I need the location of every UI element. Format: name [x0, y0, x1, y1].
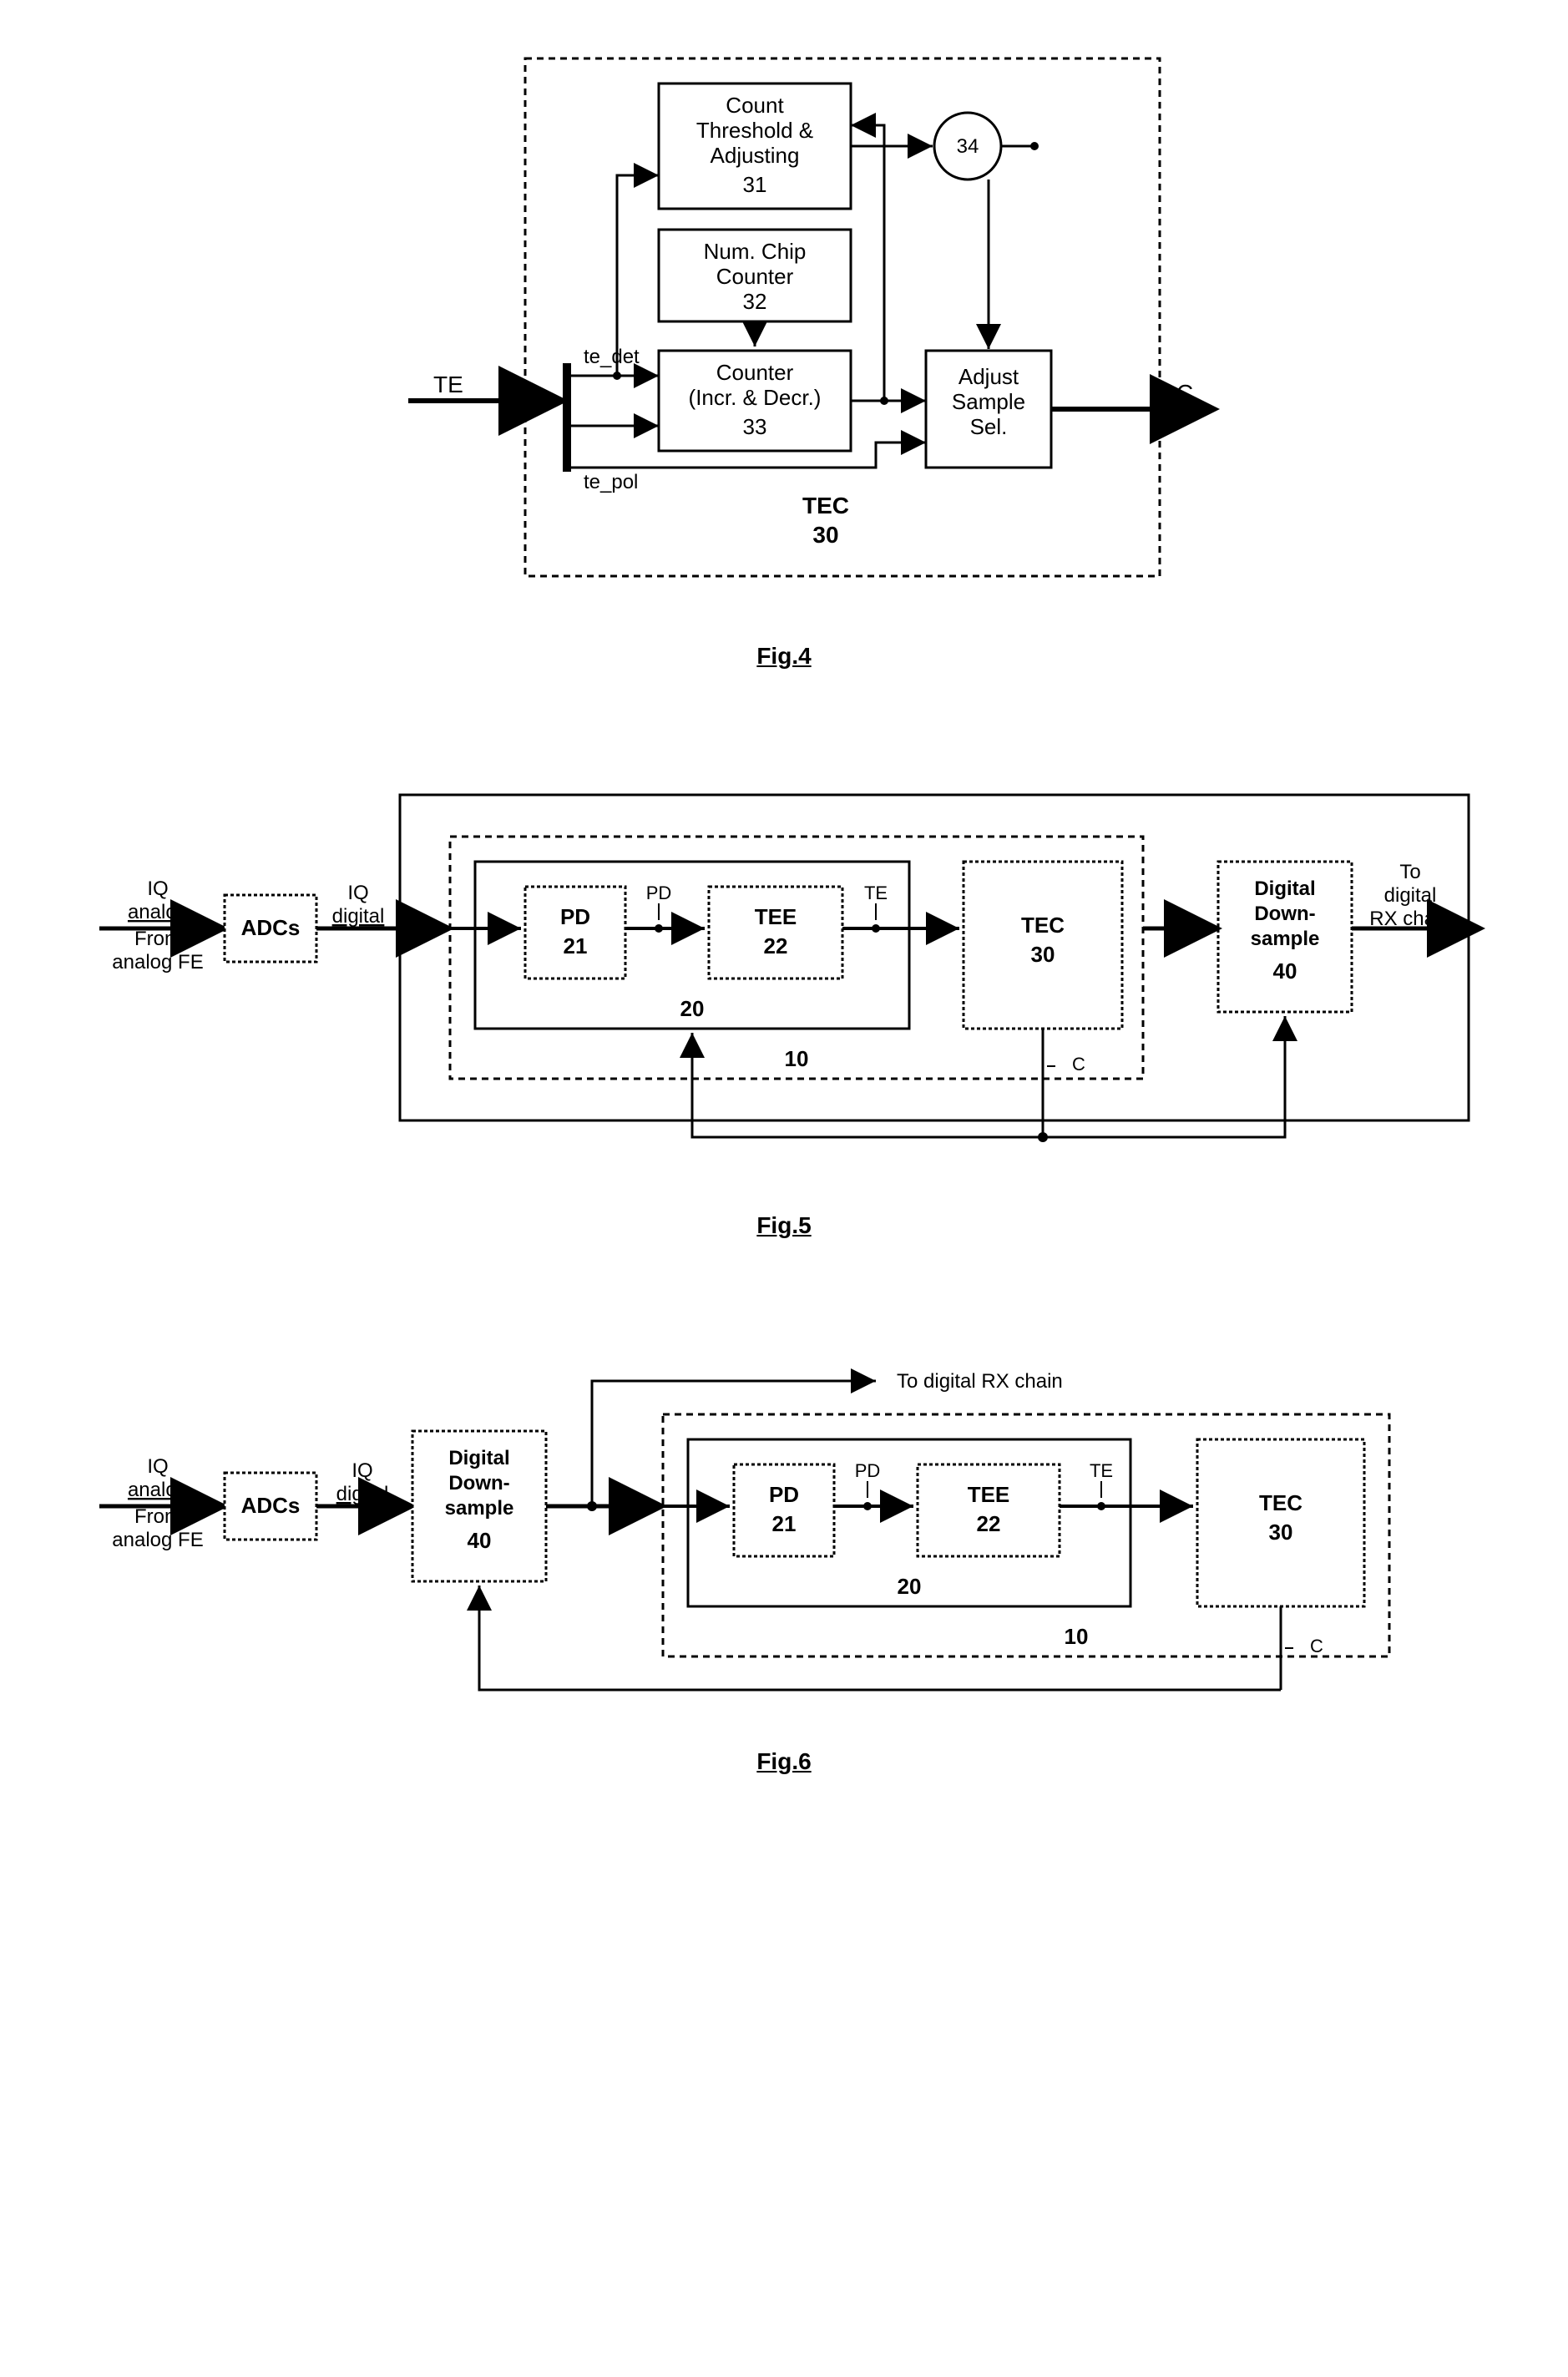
fig5-in-l4: analog FE	[112, 951, 203, 974]
fig6-mid-l1: IQ	[352, 1459, 372, 1482]
fig5-pd-num: 21	[564, 933, 588, 958]
fig5-pd-box	[525, 887, 625, 979]
fig5-out-l3: RX chain	[1369, 908, 1450, 930]
fig5-adcs-label: ADCs	[241, 915, 301, 940]
fig5-out-l1: To	[1399, 861, 1420, 883]
fig6-dds-l3: sample	[445, 1497, 514, 1520]
fig5-te-sig: TE	[864, 883, 888, 903]
fig5-dds-num: 40	[1273, 958, 1297, 984]
fig5-out-l2: digital	[1384, 884, 1437, 907]
fig4-caption: Fig.4	[33, 643, 1535, 670]
fig6-dds-num: 40	[468, 1528, 492, 1553]
box-adj-l3: Sel.	[970, 414, 1008, 439]
fig6-in-l2: analog	[128, 1479, 188, 1501]
box31-line2: Threshold &	[696, 118, 813, 143]
fig6-in-l3: From	[134, 1505, 181, 1528]
box-adj-l1: Adjust	[959, 364, 1019, 389]
fig5-c-sig: C	[1072, 1054, 1085, 1075]
te-label: TE	[433, 372, 463, 397]
fig6-caption: Fig.6	[33, 1748, 1535, 1775]
fig5-num10: 10	[785, 1046, 809, 1071]
fig6-in-l4: analog FE	[112, 1529, 203, 1551]
fig6-tee-num: 22	[977, 1511, 1001, 1536]
te-bus	[563, 363, 571, 472]
fig6-num10: 10	[1065, 1624, 1089, 1649]
fig5-caption: Fig.5	[33, 1212, 1535, 1239]
fig5-pd-sig: PD	[646, 883, 672, 903]
box31-line1: Count	[726, 93, 784, 118]
box32-line1: Num. Chip	[704, 239, 807, 264]
fig5-in-l3: From	[134, 928, 181, 950]
fig5-tec-num: 30	[1031, 942, 1055, 967]
fig6-dds-l1: Digital	[448, 1447, 509, 1469]
fig5-dds-l3: sample	[1251, 928, 1320, 950]
fig6-pd-num: 21	[772, 1511, 797, 1536]
box-adj-l2: Sample	[952, 389, 1025, 414]
box32-line2: Counter	[716, 264, 794, 289]
circle34-num: 34	[957, 135, 979, 158]
box33-line1: Counter	[716, 360, 794, 385]
fig6-tee-l1: TEE	[968, 1482, 1010, 1507]
fig4-svg: Count Threshold & Adjusting 31 Num. Chip…	[325, 33, 1243, 618]
fig6-mid-l2: digital	[336, 1483, 389, 1505]
fig6-pd-l1: PD	[769, 1482, 799, 1507]
fig6-out-top: To digital RX chain	[897, 1370, 1063, 1393]
box31-num: 31	[743, 172, 767, 197]
fig6-c-sig: C	[1310, 1636, 1323, 1656]
box33-num: 33	[743, 414, 767, 439]
te-pol-label: te_pol	[584, 471, 638, 493]
fig5-mid-l1: IQ	[347, 882, 368, 904]
fig5-svg: IQ analog From analog FE ADCs IQ digital…	[74, 753, 1494, 1187]
fig5-num20: 20	[680, 996, 705, 1021]
fig5-dds-l2: Down-	[1254, 903, 1315, 925]
box32-num: 32	[743, 289, 767, 314]
output-c-label: C	[1176, 380, 1193, 406]
fig5-tec-l1: TEC	[1021, 913, 1065, 938]
fig5-in-l2: analog	[128, 901, 188, 923]
fig6-pd-sig: PD	[855, 1460, 881, 1481]
fig5-dds-l1: Digital	[1254, 877, 1315, 900]
fig6-te-sig: TE	[1090, 1460, 1113, 1481]
fig5-mid-l2: digital	[332, 905, 385, 928]
fig6-in-l1: IQ	[147, 1455, 168, 1478]
fig5-tee-l1: TEE	[755, 904, 797, 929]
tec-label: TEC	[802, 493, 849, 518]
fig5-in-l1: IQ	[147, 877, 168, 900]
fig5-pd-l1: PD	[560, 904, 590, 929]
box31-line3: Adjusting	[711, 143, 800, 168]
fig5-c-to-dds	[1043, 1016, 1285, 1137]
fig6-tec-l1: TEC	[1259, 1490, 1302, 1515]
fig6-pd-box	[734, 1464, 834, 1556]
fig6-dds-l2: Down-	[448, 1472, 509, 1494]
fig6-tee-box	[918, 1464, 1060, 1556]
fig5-tee-num: 22	[764, 933, 788, 958]
box33-line2: (Incr. & Decr.)	[689, 385, 822, 410]
fig6-tec-num: 30	[1269, 1520, 1293, 1545]
te-det-label: te_det	[584, 346, 640, 368]
arrow-33-31	[851, 125, 884, 401]
fig6-adcs-label: ADCs	[241, 1493, 301, 1518]
fig6-num20: 20	[898, 1574, 922, 1599]
fig6-svg: IQ analog From analog FE ADCs IQ digital…	[74, 1323, 1494, 1723]
fig5-tee-box	[709, 887, 842, 979]
fig6-feedback	[479, 1586, 1281, 1690]
tec-num: 30	[812, 522, 838, 548]
